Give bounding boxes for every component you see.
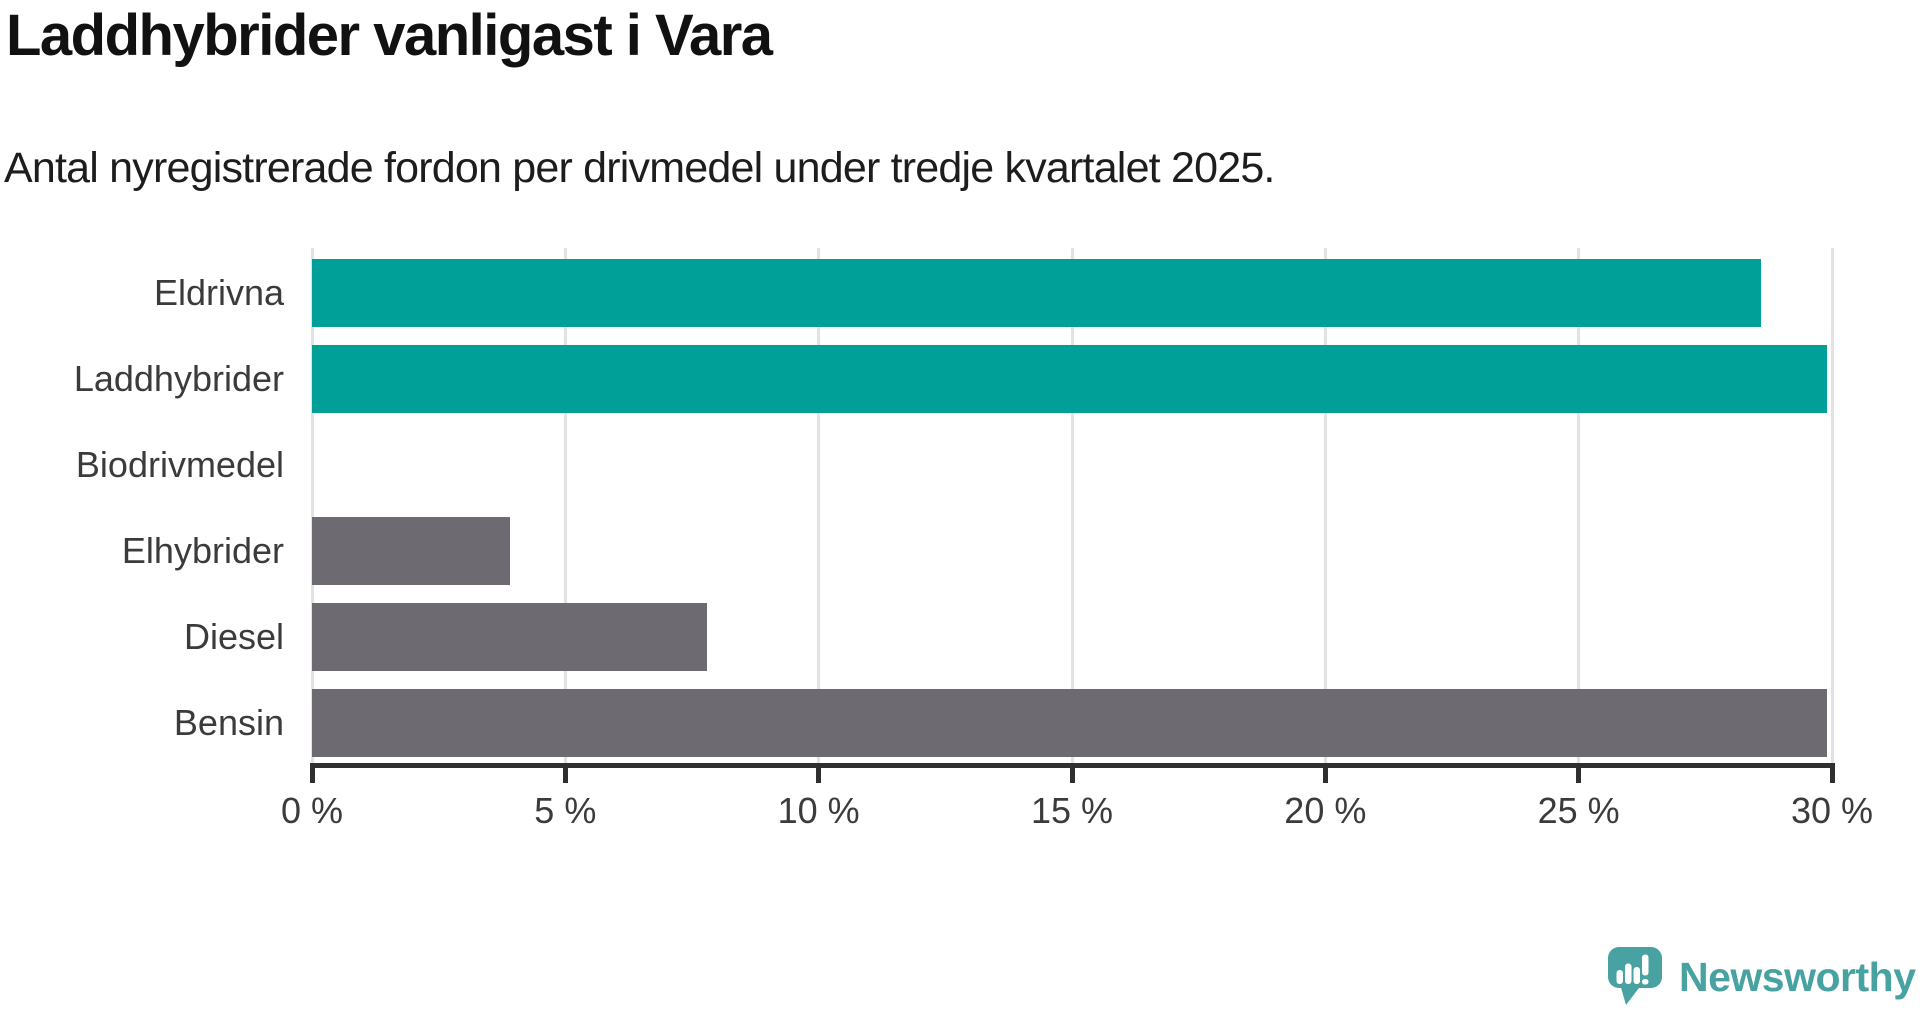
x-tick-label: 5 % <box>534 790 597 831</box>
x-axis-tick <box>562 768 568 783</box>
x-tick-label: 30 % <box>1790 790 1874 831</box>
x-axis-tick <box>1829 768 1835 783</box>
gridline <box>1323 248 1327 763</box>
newsworthy-logo-text: Newsworthy <box>1679 954 1916 1000</box>
x-axis-line <box>310 763 1835 768</box>
category-label: Eldrivna <box>153 272 284 313</box>
x-axis-tick <box>816 768 822 783</box>
gridline <box>817 248 821 763</box>
x-tick-label: 10 % <box>777 790 860 831</box>
gridline <box>1070 248 1074 763</box>
category-label: Biodrivmedel <box>75 444 284 485</box>
chart-title: Laddhybrider vanligast i Vara <box>6 3 773 68</box>
x-tick-label: 15 % <box>1030 790 1114 831</box>
x-axis-tick <box>1069 768 1075 783</box>
x-axis-tick <box>309 768 315 783</box>
bar-laddhybrider <box>312 345 1827 413</box>
gridline <box>1577 248 1581 763</box>
category-label: Laddhybrider <box>73 358 284 399</box>
category-label: Bensin <box>173 702 284 743</box>
x-axis-tick <box>1322 768 1328 783</box>
x-axis-tick <box>1576 768 1582 783</box>
bar-elhybrider <box>312 517 510 585</box>
bar-bensin <box>312 689 1827 757</box>
bar-diesel <box>312 603 708 671</box>
gridline <box>563 248 567 763</box>
x-tick-label: 0 % <box>280 790 344 831</box>
newsworthy-logo: Newsworthy <box>1608 947 1916 1007</box>
gridline <box>310 248 314 763</box>
newsworthy-logo-icon <box>1608 947 1662 1005</box>
x-tick-label: 20 % <box>1284 790 1367 831</box>
category-label: Elhybrider <box>121 530 284 571</box>
x-tick-label: 25 % <box>1537 790 1620 831</box>
bar-eldrivna <box>312 259 1762 327</box>
category-label: Diesel <box>183 616 284 657</box>
gridline <box>1830 248 1834 763</box>
chart-subtitle: Antal nyregistrerade fordon per drivmede… <box>4 144 1275 192</box>
